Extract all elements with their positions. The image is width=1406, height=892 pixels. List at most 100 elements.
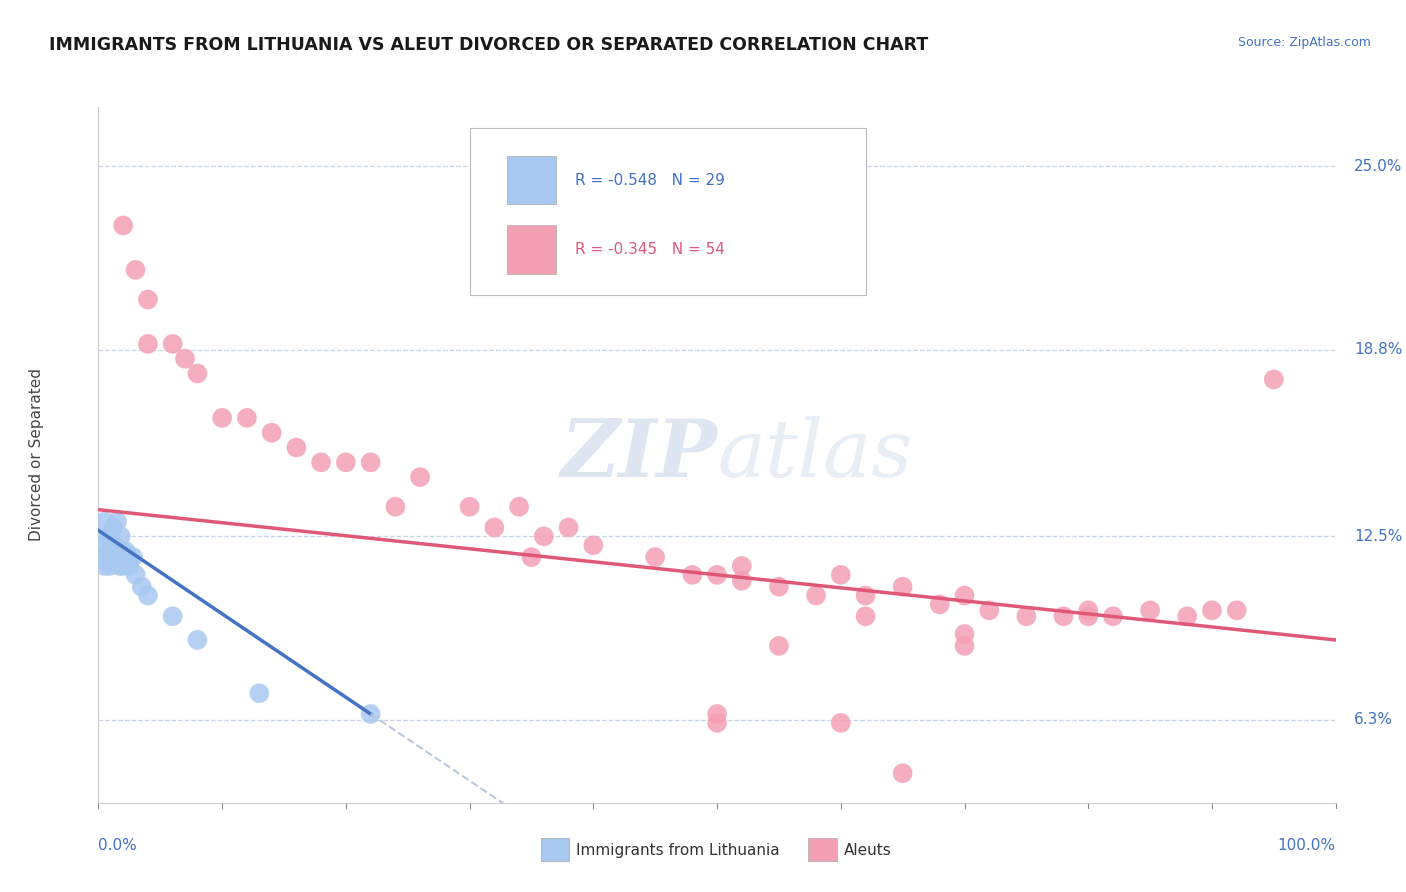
Point	[103, 520, 125, 534]
Point	[1077, 603, 1099, 617]
Point	[768, 639, 790, 653]
Point	[335, 455, 357, 469]
Point	[891, 580, 914, 594]
Text: Source: ZipAtlas.com: Source: ZipAtlas.com	[1237, 36, 1371, 49]
Point	[136, 337, 159, 351]
Point	[582, 538, 605, 552]
Text: 18.8%: 18.8%	[1354, 343, 1403, 358]
Text: 12.5%: 12.5%	[1354, 529, 1403, 544]
Text: R = -0.548   N = 29: R = -0.548 N = 29	[575, 172, 724, 187]
Point	[100, 529, 122, 543]
Point	[136, 589, 159, 603]
Point	[706, 706, 728, 721]
Point	[91, 550, 114, 565]
Point	[953, 639, 976, 653]
Point	[804, 589, 827, 603]
Point	[484, 520, 506, 534]
Point	[124, 567, 146, 582]
Point	[1226, 603, 1249, 617]
Point	[124, 263, 146, 277]
Point	[830, 567, 852, 582]
Point	[830, 715, 852, 730]
Point	[533, 529, 555, 543]
Point	[520, 550, 543, 565]
Point	[731, 574, 754, 588]
Text: 100.0%: 100.0%	[1278, 838, 1336, 853]
Point	[557, 520, 579, 534]
Point	[360, 455, 382, 469]
Point	[93, 515, 115, 529]
Text: R = -0.345   N = 54: R = -0.345 N = 54	[575, 242, 724, 257]
Point	[706, 567, 728, 582]
FancyBboxPatch shape	[470, 128, 866, 295]
Point	[112, 558, 135, 573]
Point	[979, 603, 1001, 617]
FancyBboxPatch shape	[506, 156, 557, 204]
Point	[97, 544, 120, 558]
Point	[104, 544, 127, 558]
Point	[98, 558, 121, 573]
Point	[309, 455, 332, 469]
Text: 0.0%: 0.0%	[98, 838, 138, 853]
Point	[260, 425, 283, 440]
Text: 6.3%: 6.3%	[1354, 713, 1393, 727]
Point	[117, 550, 139, 565]
Point	[174, 351, 197, 366]
Point	[928, 598, 950, 612]
Text: Divorced or Separated: Divorced or Separated	[30, 368, 44, 541]
Point	[131, 580, 153, 594]
Point	[236, 411, 259, 425]
Point	[122, 550, 145, 565]
Point	[768, 580, 790, 594]
Point	[114, 544, 136, 558]
Point	[891, 766, 914, 780]
Point	[360, 706, 382, 721]
Point	[136, 293, 159, 307]
Point	[108, 558, 131, 573]
Point	[644, 550, 666, 565]
Point	[1052, 609, 1074, 624]
Point	[1015, 609, 1038, 624]
Point	[186, 367, 208, 381]
Point	[96, 529, 118, 543]
Point	[103, 538, 125, 552]
Point	[211, 411, 233, 425]
Text: Immigrants from Lithuania: Immigrants from Lithuania	[576, 843, 780, 857]
Point	[458, 500, 481, 514]
Point	[162, 337, 184, 351]
Point	[105, 515, 128, 529]
Point	[107, 550, 129, 565]
Point	[855, 609, 877, 624]
Point	[247, 686, 270, 700]
Point	[706, 715, 728, 730]
Point	[162, 609, 184, 624]
Point	[731, 558, 754, 573]
Point	[1175, 609, 1198, 624]
Text: atlas: atlas	[717, 417, 912, 493]
Point	[384, 500, 406, 514]
Point	[1201, 603, 1223, 617]
Point	[1102, 609, 1125, 624]
Point	[100, 550, 122, 565]
Point	[111, 544, 134, 558]
Point	[1077, 609, 1099, 624]
Point	[110, 529, 132, 543]
Point	[681, 567, 703, 582]
Point	[112, 219, 135, 233]
Point	[186, 632, 208, 647]
Point	[409, 470, 432, 484]
Text: Aleuts: Aleuts	[844, 843, 891, 857]
Text: ZIP: ZIP	[560, 417, 717, 493]
Point	[90, 538, 112, 552]
Point	[953, 627, 976, 641]
Point	[1263, 372, 1285, 386]
Point	[93, 558, 115, 573]
FancyBboxPatch shape	[506, 226, 557, 274]
Point	[508, 500, 530, 514]
Text: 25.0%: 25.0%	[1354, 159, 1403, 174]
Point	[855, 589, 877, 603]
Point	[953, 589, 976, 603]
Point	[118, 558, 141, 573]
Point	[285, 441, 308, 455]
Point	[1139, 603, 1161, 617]
